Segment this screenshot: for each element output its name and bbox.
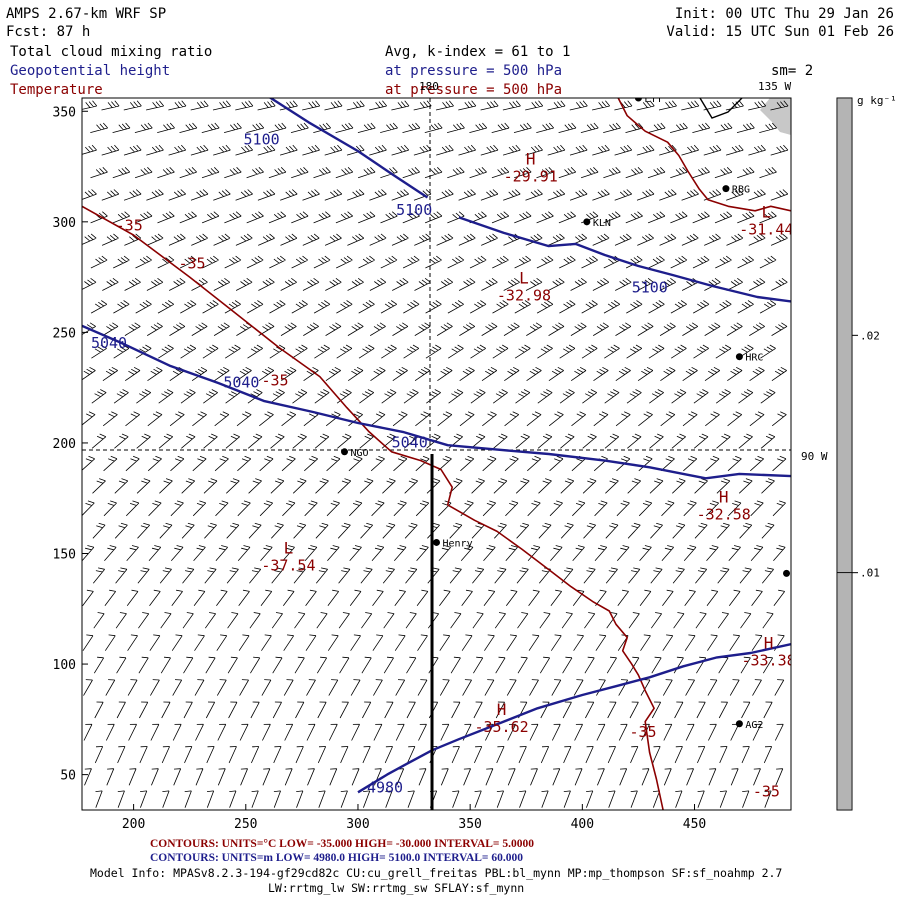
extremum-value: -32.98 — [497, 287, 551, 305]
plot-layer: -35 -35 -35 -35 -35 5100 5100 5100 5040 5040 5040… — [82, 94, 795, 810]
longitude-labels: 180 135 W 90 W — [419, 80, 828, 463]
height-contour-label: 5100 — [632, 279, 668, 297]
valid-time: Valid: 15 UTC Sun 01 Feb 26 — [666, 24, 894, 40]
extremum-letter: L — [284, 539, 294, 558]
station-marker — [735, 353, 743, 361]
y-tick-label: 100 — [53, 658, 76, 673]
height-contour-label: 5040 — [392, 433, 428, 451]
height-contour-line — [357, 643, 791, 794]
extremum-letter: L — [519, 269, 529, 288]
y-tick-label: 150 — [53, 548, 76, 563]
station-label: Henry — [443, 538, 473, 549]
field-height: Geopotential height — [10, 63, 170, 79]
height-contour-label: 5040 — [223, 374, 259, 392]
height-contour-line — [268, 98, 429, 199]
station-marker — [583, 218, 591, 226]
temperature-contour-label: -35 — [116, 217, 143, 235]
y-tick-label: 50 — [60, 769, 76, 784]
y-tick-label: 300 — [53, 216, 76, 231]
extremum-letter: H — [719, 488, 729, 507]
extremum-value: -29.91 — [504, 167, 558, 185]
station-label: NGO — [351, 448, 369, 459]
station-marker — [722, 185, 730, 193]
height-contour-info: CONTOURS: UNITS=m LOW= 4980.0 HIGH= 5100… — [150, 852, 523, 864]
height-contour-label: 5100 — [396, 201, 432, 219]
extremum-letter: H — [497, 700, 507, 719]
temperature-contour-line — [82, 205, 664, 810]
temperature-contours: -35 -35 -35 -35 -35 — [82, 98, 791, 810]
height-contour-line — [82, 324, 791, 480]
x-tick-label: 300 — [346, 817, 369, 832]
pressure-level-temp: at pressure = 500 hPa — [385, 82, 562, 98]
height-contour-label: 5040 — [91, 334, 127, 352]
x-tick-label: 200 — [122, 817, 145, 832]
height-contour-label: 5100 — [244, 130, 280, 148]
station-label: HRC — [745, 353, 763, 364]
temp-contour-info: CONTOURS: UNITS=°C LOW= -35.000 HIGH= -3… — [150, 838, 534, 850]
extremum-value: -35.62 — [474, 718, 528, 736]
extremum-value: -33.38 — [741, 652, 795, 670]
y-tick-label: 250 — [53, 326, 76, 341]
extremum-letter: H — [764, 634, 774, 653]
model-info-2: LW:rrtmg_lw SW:rrtmg_sw SFLAY:sf_mynn — [268, 881, 524, 895]
temperature-contour-label: -35 — [178, 254, 205, 272]
station-label: LTT — [644, 94, 662, 105]
smoothing: sm= 2 — [771, 63, 813, 79]
init-time: Init: 00 UTC Thu 29 Jan 26 — [675, 6, 894, 22]
extremum-value: -32.58 — [697, 506, 751, 524]
station-marker — [433, 538, 440, 546]
longitude-label: 135 W — [758, 80, 791, 93]
station-marker — [634, 98, 642, 102]
y-tick-label: 350 — [53, 105, 76, 120]
header: AMPS 2.67-km WRF SP Fcst: 87 h Init: 00 … — [6, 6, 894, 98]
temperature-contour-line — [617, 98, 791, 212]
plot-area — [82, 98, 791, 810]
axes: 200 250 300 350 400 450 50 100 150 200 250 300 350 — [53, 105, 707, 832]
temperature-contour-label: -35 — [261, 371, 288, 389]
extrema-labels: H-29.91L-31.44L-32.98H-32.58L-37.54H-33.… — [261, 149, 795, 736]
model-title: AMPS 2.67-km WRF SP — [6, 6, 166, 22]
field-cloud: Total cloud mixing ratio — [10, 44, 212, 60]
footer: CONTOURS: UNITS=°C LOW= -35.000 HIGH= -3… — [90, 838, 782, 895]
x-tick-label: 250 — [234, 817, 257, 832]
model-info: Model Info: MPASv8.2.3-194-gf29cd82c CU:… — [90, 866, 782, 880]
x-tick-label: 450 — [683, 817, 706, 832]
wind-barb-field — [82, 100, 789, 808]
extremum-letter: L — [761, 202, 771, 221]
extremum-letter: H — [526, 149, 536, 168]
colorbar-band — [836, 572, 853, 811]
height-contours: 5100 5100 5100 5040 5040 5040 4980 — [82, 98, 791, 796]
y-tick-label: 200 — [53, 437, 76, 452]
colorbar-unit: g kg⁻¹ — [857, 94, 897, 107]
colorbar: .02 .01 g kg⁻¹ — [836, 94, 897, 811]
height-contour-line — [458, 216, 791, 303]
plot-frame — [81, 97, 792, 811]
temperature-contour-label: -35 — [753, 783, 780, 801]
field-temperature: Temperature — [10, 82, 103, 98]
longitude-label: 180 — [419, 80, 439, 93]
station-label: AG2 — [745, 720, 763, 731]
station-label: RBG — [732, 185, 750, 196]
temperature-contour-label: -35 — [629, 723, 656, 741]
colorbar-tick-label: .01 — [860, 567, 880, 580]
extremum-value: -37.54 — [261, 557, 315, 575]
extremum-value: -31.44 — [739, 220, 793, 238]
stations: LTT RBG KLN HRC NGO Henry AG2 — [341, 94, 791, 731]
longitude-label: 90 W — [801, 450, 828, 463]
station-marker — [341, 448, 349, 456]
x-tick-label: 400 — [571, 817, 594, 832]
wind-barbs — [82, 100, 789, 808]
station-label: KLN — [593, 218, 611, 229]
station-marker — [735, 720, 743, 728]
k-index-range: Avg, k-index = 61 to 1 — [385, 44, 570, 60]
pressure-level-height: at pressure = 500 hPa — [385, 63, 562, 79]
forecast-hour: Fcst: 87 h — [6, 24, 90, 40]
colorbar-tick-label: .02 — [860, 329, 880, 342]
height-contour-label: 4980 — [367, 778, 403, 796]
colorbar-band — [836, 97, 853, 574]
station-marker — [783, 569, 791, 577]
x-tick-label: 350 — [458, 817, 481, 832]
